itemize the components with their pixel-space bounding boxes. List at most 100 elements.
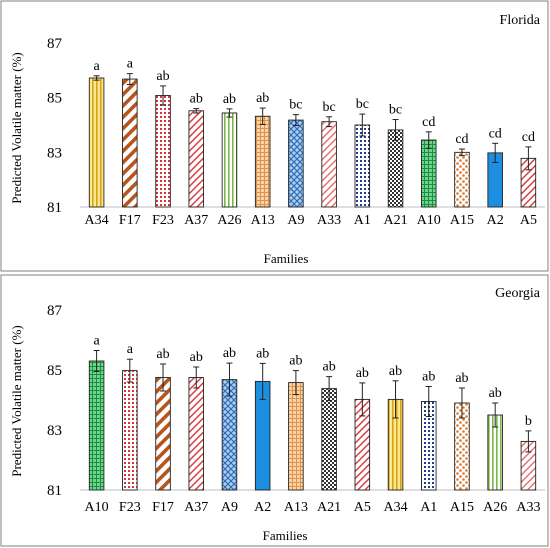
- bar-a13: [254, 115, 271, 208]
- error-bar: [525, 430, 532, 453]
- error-bar: [226, 108, 233, 118]
- error-bar: [492, 142, 499, 163]
- x-tick-label: A5: [354, 500, 371, 515]
- x-tick-label: A37: [184, 213, 208, 228]
- error-bar: [226, 362, 233, 397]
- plot-area: 81 83 85 87 a A34 a F17 ab F23 ab A37 ab A26 ab A13 bc A9…: [47, 36, 545, 228]
- x-tick-label: F17: [152, 500, 174, 515]
- y-tick-label: 81: [47, 200, 62, 216]
- error-bar: [93, 75, 100, 81]
- error-bar: [93, 350, 100, 372]
- bar-a9: [288, 119, 304, 208]
- error-bar: [160, 85, 167, 106]
- x-tick-label: A13: [251, 213, 275, 228]
- x-tick-label: A26: [483, 500, 507, 515]
- significance-letter: ab: [422, 370, 435, 385]
- error-bar: [458, 148, 465, 157]
- bar-a1: [354, 124, 371, 208]
- y-tick-label: 87: [47, 36, 63, 52]
- error-bar: [259, 362, 266, 400]
- panel-label: Georgia: [495, 286, 541, 301]
- y-tick-label: 81: [47, 483, 62, 499]
- x-tick-label: A10: [85, 500, 109, 515]
- significance-letter: a: [127, 342, 134, 357]
- error-bar: [425, 131, 432, 149]
- significance-letter: a: [93, 334, 100, 349]
- bar-a37: [188, 377, 205, 491]
- significance-letter: cd: [522, 130, 535, 145]
- significance-letter: ab: [455, 371, 468, 386]
- error-bar: [326, 116, 333, 128]
- error-bar: [359, 382, 366, 417]
- y-axis-label: Predicted Volatile matter (%): [9, 325, 24, 477]
- x-tick-label: F17: [119, 213, 141, 228]
- x-tick-label: A10: [417, 213, 441, 228]
- error-bar: [292, 370, 299, 396]
- significance-letter: ab: [322, 360, 335, 375]
- y-tick-label: 85: [47, 363, 62, 379]
- x-tick-label: F23: [119, 500, 141, 515]
- significance-letter: ab: [190, 350, 203, 365]
- x-tick-label: A21: [383, 213, 407, 228]
- significance-letter: ab: [156, 69, 169, 84]
- error-bar: [259, 107, 266, 125]
- x-tick-label: A34: [383, 500, 407, 515]
- significance-letter: bc: [356, 97, 369, 112]
- significance-letter: ab: [223, 92, 236, 107]
- plot-area: 81 83 85 87 a A10 a F23 ab F17 ab A37 ab A9 ab A2 ab A13 a…: [47, 303, 545, 515]
- bar-a37: [188, 110, 205, 208]
- x-tick-label: A33: [516, 500, 540, 515]
- x-tick-label: A2: [487, 213, 504, 228]
- significance-letter: bc: [322, 100, 335, 115]
- error-bar: [193, 366, 200, 389]
- error-bar: [425, 386, 432, 417]
- x-tick-label: A5: [520, 213, 537, 228]
- x-tick-label: A15: [450, 213, 474, 228]
- bar-f17: [122, 78, 138, 208]
- significance-letter: a: [93, 59, 100, 74]
- significance-letter: b: [525, 414, 532, 429]
- bar-a21: [321, 388, 337, 491]
- significance-letter: ab: [389, 364, 402, 379]
- significance-letter: ab: [223, 346, 236, 361]
- error-bar: [392, 119, 399, 141]
- significance-letter: ab: [256, 346, 269, 361]
- x-tick-label: A26: [217, 213, 241, 228]
- bar-a10: [88, 360, 105, 491]
- error-bar: [126, 73, 133, 86]
- x-tick-label: A9: [221, 500, 238, 515]
- significance-letter: ab: [190, 92, 203, 107]
- x-axis-label: Families: [264, 251, 309, 266]
- georgia-chart-panel: Georgia Predicted Volatile matter (%) Fa…: [0, 274, 549, 547]
- y-tick-label: 83: [47, 423, 62, 439]
- x-tick-label: A33: [317, 213, 341, 228]
- x-tick-label: A13: [284, 500, 308, 515]
- bar-a15: [454, 151, 470, 208]
- bar-a34: [88, 77, 105, 208]
- error-bar: [492, 402, 499, 428]
- significance-letter: cd: [422, 115, 435, 130]
- bar-a33: [321, 121, 337, 208]
- error-bar: [359, 113, 366, 137]
- error-bar: [292, 114, 299, 127]
- x-tick-label: A37: [184, 500, 208, 515]
- error-bar: [160, 363, 167, 392]
- x-tick-label: F23: [152, 213, 174, 228]
- significance-letter: cd: [489, 126, 502, 141]
- x-tick-label: A2: [254, 500, 271, 515]
- error-bar: [126, 358, 133, 383]
- bar-a10: [420, 139, 437, 208]
- significance-letter: ab: [289, 354, 302, 369]
- significance-letter: ab: [489, 386, 502, 401]
- error-bar: [392, 380, 399, 419]
- significance-letter: cd: [455, 132, 468, 147]
- significance-letter: ab: [256, 91, 269, 106]
- bar-f23: [122, 370, 138, 491]
- significance-letter: a: [127, 57, 134, 72]
- bar-a26: [221, 112, 238, 208]
- error-bar: [458, 387, 465, 419]
- significance-letter: ab: [356, 366, 369, 381]
- bar-a13: [288, 382, 304, 491]
- florida-chart-panel: Florida Predicted Volatile matter (%) Fa…: [0, 0, 549, 272]
- significance-letter: bc: [289, 98, 302, 113]
